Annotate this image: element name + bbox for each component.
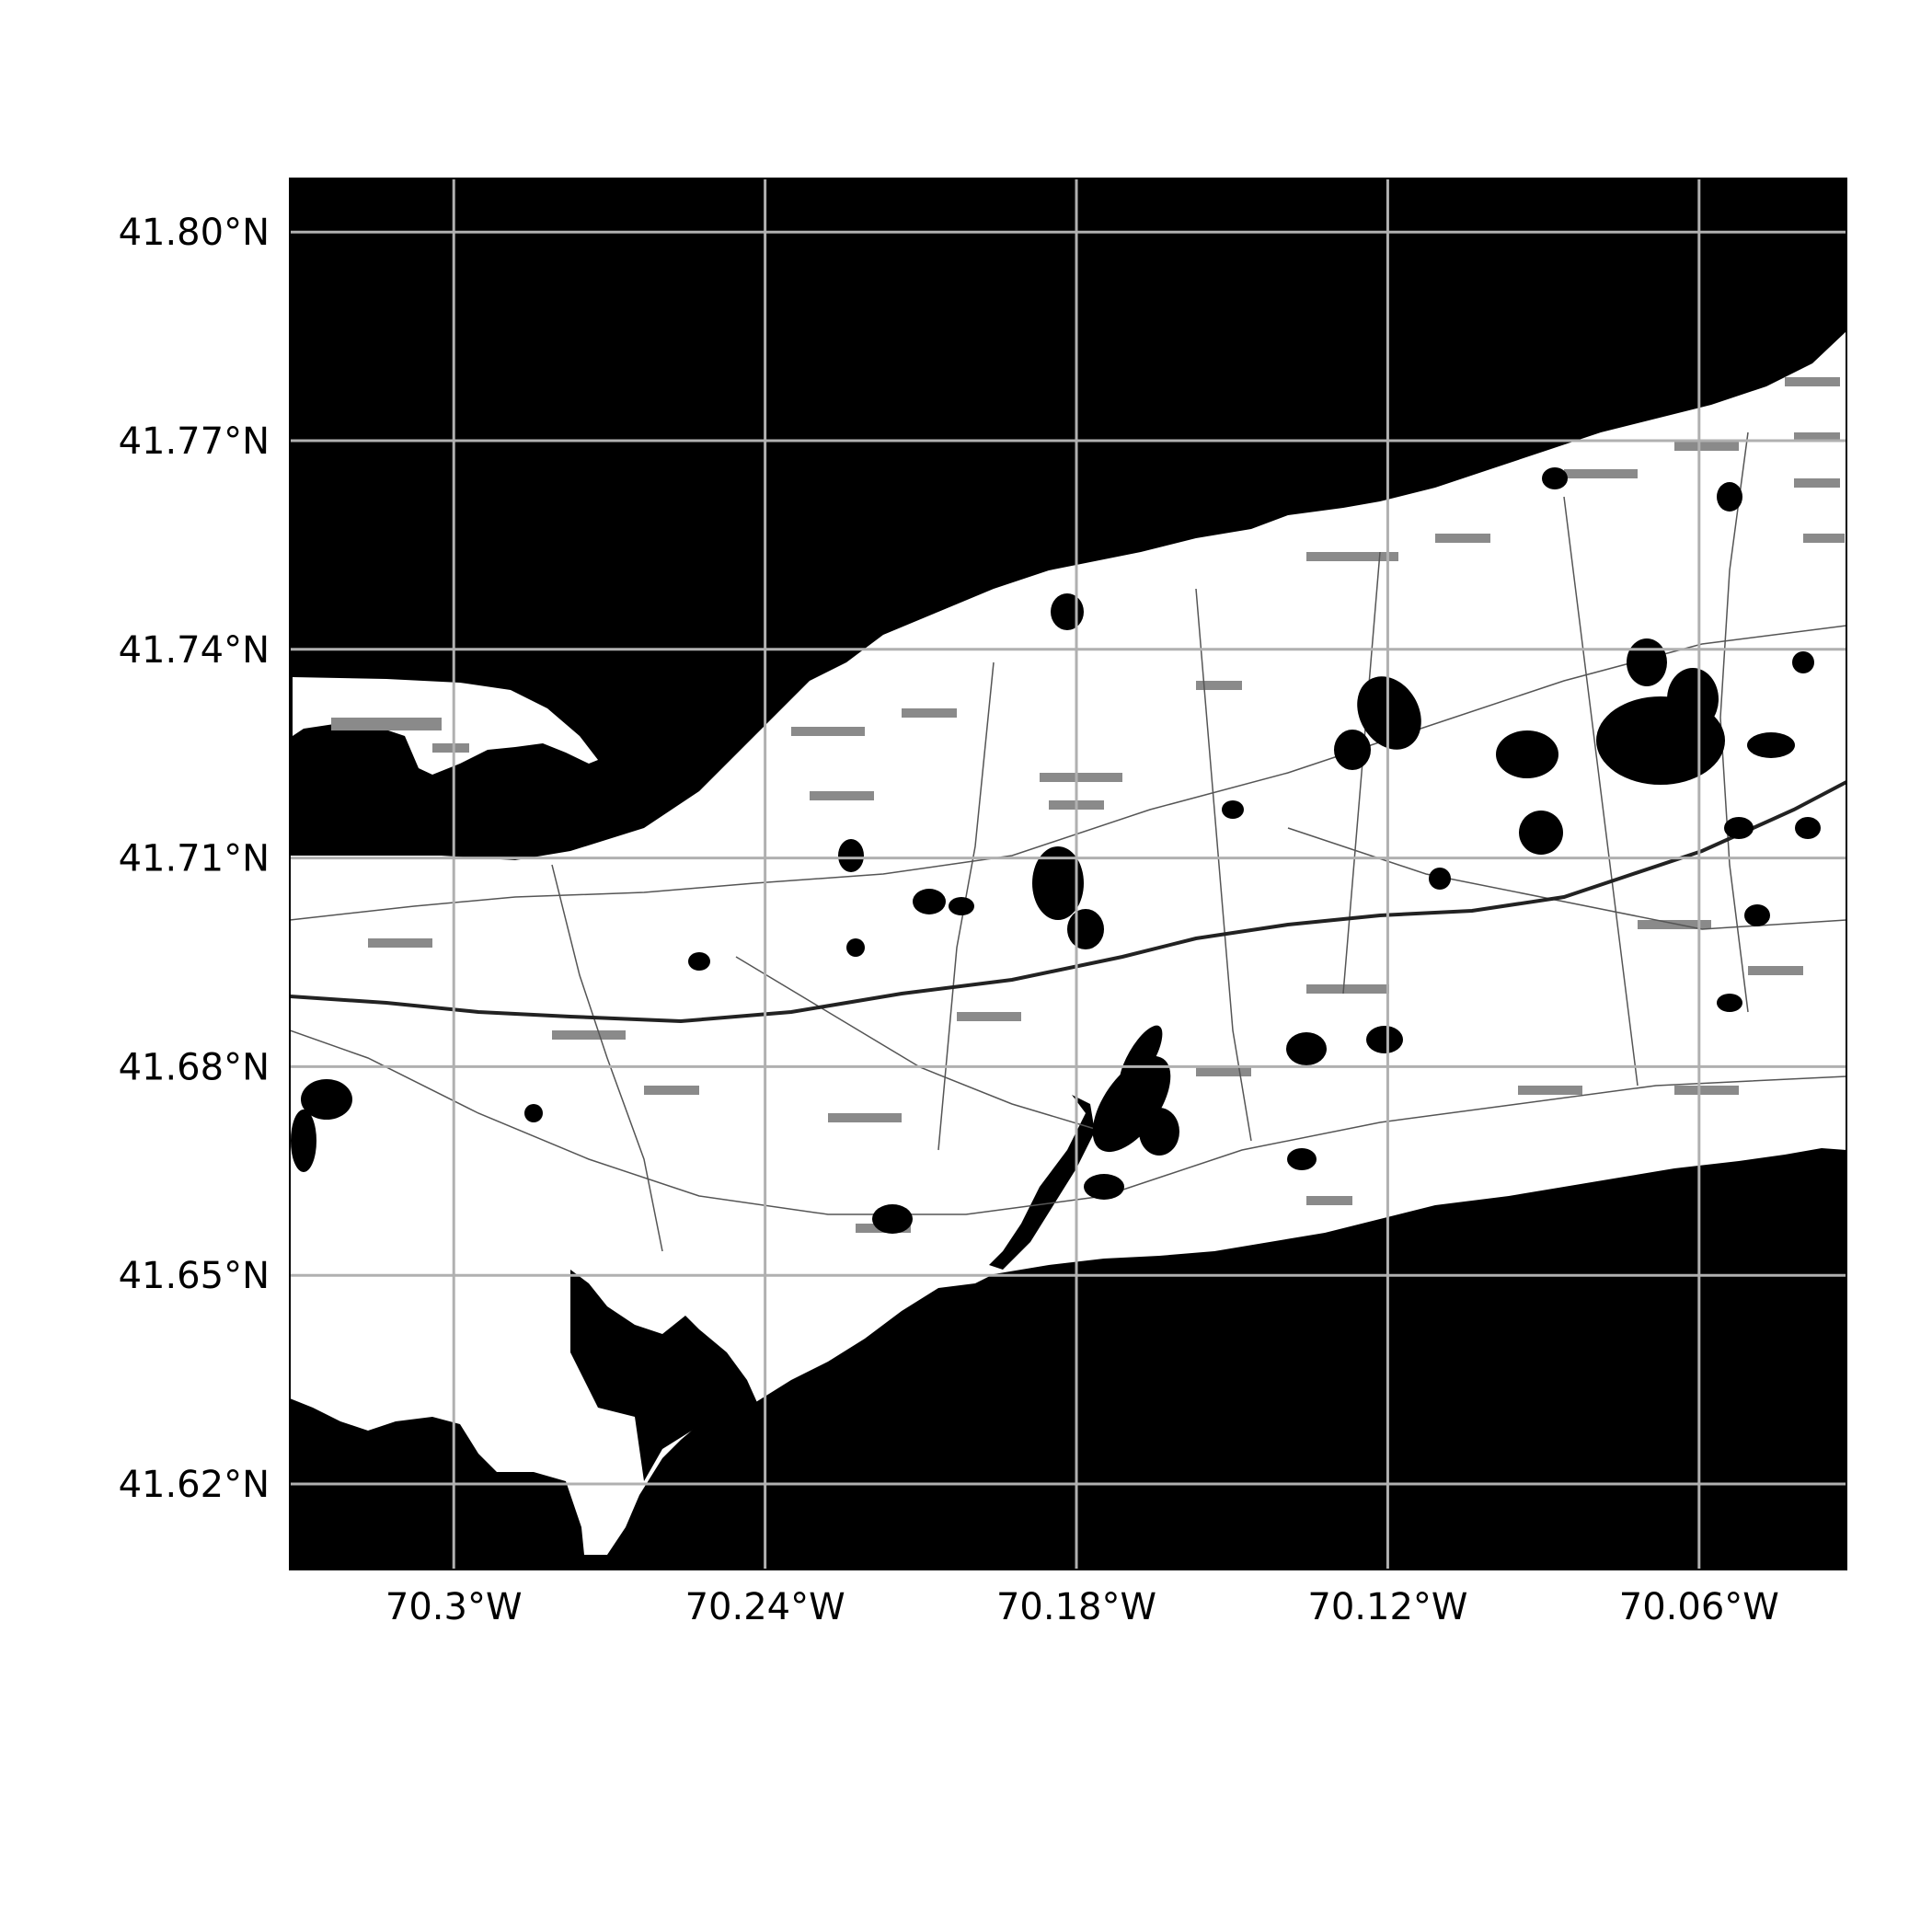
ponds	[291, 467, 1821, 1234]
longitude-tick-label: 70.18°W	[996, 1586, 1156, 1628]
latitude-tick-label: 41.68°N	[119, 1046, 270, 1088]
longitude-tick-label: 70.06°W	[1619, 1586, 1779, 1628]
sandy-neck	[293, 677, 598, 775]
latitude-tick-label: 41.74°N	[119, 629, 270, 672]
latitude-tick-label: 41.71°N	[119, 838, 270, 880]
latitude-tick-label: 41.62°N	[119, 1464, 270, 1506]
longitude-tick-label: 70.12°W	[1307, 1586, 1467, 1628]
mainland	[290, 331, 1846, 1555]
latitude-labels: 41.62°N 41.65°N 41.68°N 41.71°N 41.74°N 41.77…	[119, 212, 270, 1506]
map-layers	[290, 331, 1846, 1555]
latitude-tick-label: 41.80°N	[119, 212, 270, 254]
harbor-inlet	[570, 1270, 764, 1481]
latitude-tick-label: 41.77°N	[119, 420, 270, 463]
map-frame	[289, 178, 1847, 1570]
longitude-tick-label: 70.24°W	[685, 1586, 845, 1628]
longitude-tick-label: 70.3°W	[385, 1586, 523, 1628]
longitude-labels: 70.3°W 70.24°W 70.18°W 70.12°W 70.06°W	[385, 1586, 1779, 1628]
graticule	[290, 178, 1846, 1570]
latitude-tick-label: 41.65°N	[119, 1255, 270, 1297]
highway-route-6	[290, 780, 1846, 1024]
